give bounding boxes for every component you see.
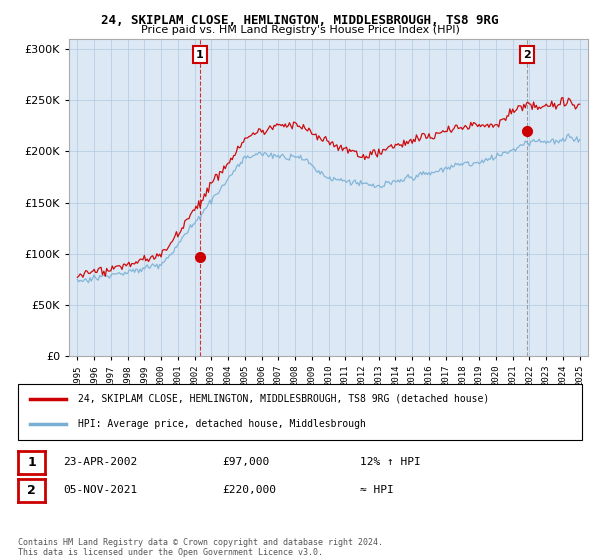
Text: £220,000: £220,000	[222, 485, 276, 495]
Text: £97,000: £97,000	[222, 457, 269, 467]
Text: 24, SKIPLAM CLOSE, HEMLINGTON, MIDDLESBROUGH, TS8 9RG: 24, SKIPLAM CLOSE, HEMLINGTON, MIDDLESBR…	[101, 14, 499, 27]
Text: 1: 1	[27, 456, 36, 469]
Text: Price paid vs. HM Land Registry's House Price Index (HPI): Price paid vs. HM Land Registry's House …	[140, 25, 460, 35]
Text: ≈ HPI: ≈ HPI	[360, 485, 394, 495]
Text: 2: 2	[523, 49, 530, 59]
Text: 05-NOV-2021: 05-NOV-2021	[63, 485, 137, 495]
Text: 23-APR-2002: 23-APR-2002	[63, 457, 137, 467]
Text: Contains HM Land Registry data © Crown copyright and database right 2024.
This d: Contains HM Land Registry data © Crown c…	[18, 538, 383, 557]
Text: 12% ↑ HPI: 12% ↑ HPI	[360, 457, 421, 467]
Text: 24, SKIPLAM CLOSE, HEMLINGTON, MIDDLESBROUGH, TS8 9RG (detached house): 24, SKIPLAM CLOSE, HEMLINGTON, MIDDLESBR…	[78, 394, 489, 404]
Text: HPI: Average price, detached house, Middlesbrough: HPI: Average price, detached house, Midd…	[78, 419, 366, 429]
Text: 2: 2	[27, 484, 36, 497]
Text: 1: 1	[196, 49, 203, 59]
